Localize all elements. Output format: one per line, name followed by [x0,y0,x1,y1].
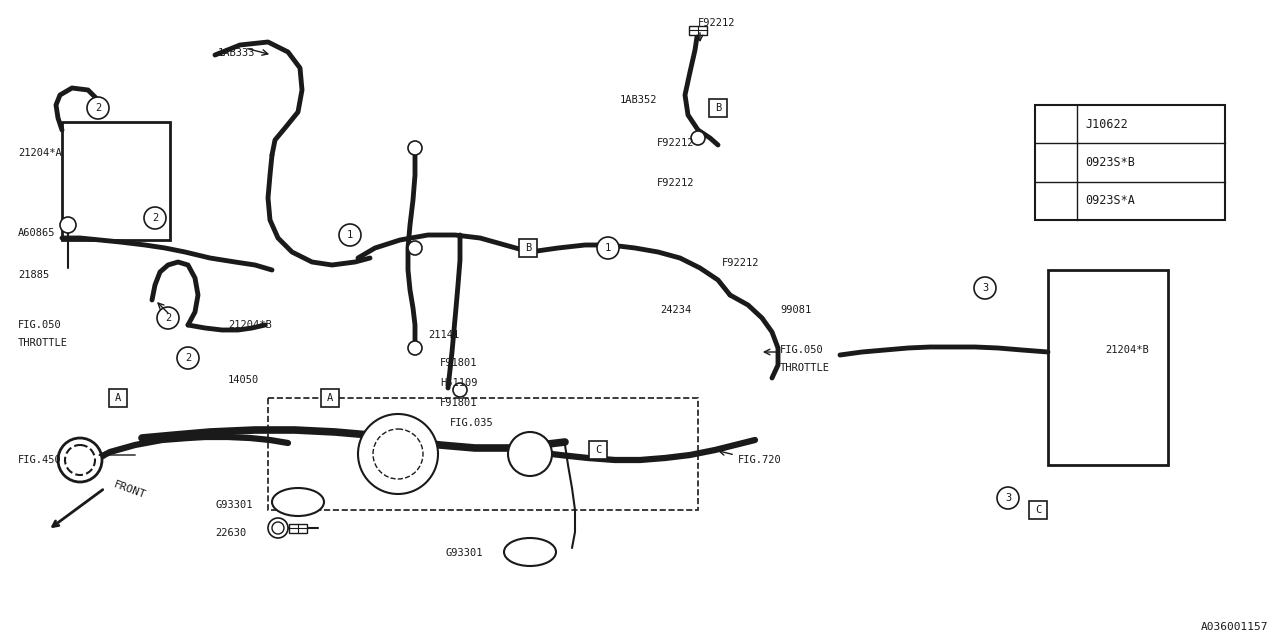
Text: FIG.450: FIG.450 [18,455,61,465]
Circle shape [453,383,467,397]
Circle shape [408,341,422,355]
Text: C: C [595,445,602,455]
Text: F92212: F92212 [722,258,759,268]
Circle shape [157,307,179,329]
Circle shape [177,347,198,369]
Text: 22630: 22630 [215,528,246,538]
Text: 3: 3 [1052,196,1060,206]
Circle shape [997,487,1019,509]
Ellipse shape [273,488,324,516]
Text: 2: 2 [95,103,101,113]
Circle shape [408,141,422,155]
Text: 2: 2 [184,353,191,363]
Text: 1AB352: 1AB352 [620,95,658,105]
Text: 24234: 24234 [660,305,691,315]
Text: F91801: F91801 [440,358,477,368]
Circle shape [974,277,996,299]
Bar [1036,105,1225,220]
Bar [589,441,607,459]
Text: A60865: A60865 [18,228,55,238]
Text: 1: 1 [1052,119,1060,129]
Text: FIG.050: FIG.050 [780,345,824,355]
Text: B: B [525,243,531,253]
Text: 99081: 99081 [780,305,812,315]
Circle shape [596,237,620,259]
Text: 1: 1 [347,230,353,240]
Text: THROTTLE: THROTTLE [18,338,68,348]
Circle shape [58,438,102,482]
Circle shape [1044,189,1068,213]
Text: 21141: 21141 [428,330,460,340]
Bar [689,26,707,35]
Circle shape [60,217,76,233]
Circle shape [691,131,705,145]
Text: FIG.050: FIG.050 [18,320,61,330]
Bar [1029,501,1047,519]
Text: A: A [115,393,122,403]
Text: G93301: G93301 [215,500,252,510]
Text: 3: 3 [982,283,988,293]
Text: C: C [1034,505,1041,515]
Bar [109,389,127,407]
Circle shape [602,241,614,255]
Circle shape [508,432,552,476]
Text: 2: 2 [152,213,159,223]
Circle shape [1044,150,1068,175]
Text: 0923S*B: 0923S*B [1085,156,1135,169]
Text: 2: 2 [165,313,172,323]
Text: 2: 2 [1052,157,1060,168]
Bar [709,99,727,117]
Circle shape [339,224,361,246]
Text: J10622: J10622 [1085,118,1128,131]
Text: 0923S*A: 0923S*A [1085,195,1135,207]
Text: A036001157: A036001157 [1201,622,1268,632]
Text: G93301: G93301 [445,548,483,558]
Text: A: A [326,393,333,403]
Text: 1: 1 [605,243,611,253]
Text: 21885: 21885 [18,270,49,280]
Text: B: B [714,103,721,113]
Bar [289,524,307,532]
Text: F92212: F92212 [698,18,736,28]
Text: 3: 3 [1005,493,1011,503]
Text: H61109: H61109 [440,378,477,388]
Text: F92212: F92212 [657,178,695,188]
Circle shape [268,518,288,538]
Bar [518,239,538,257]
Text: F92212: F92212 [657,138,695,148]
Text: 14050: 14050 [228,375,260,385]
Text: F91801: F91801 [440,398,477,408]
Circle shape [358,414,438,494]
Text: THROTTLE: THROTTLE [780,363,829,373]
Text: 21204*B: 21204*B [1105,345,1148,355]
Text: FRONT: FRONT [113,479,147,500]
Text: 21204*A: 21204*A [18,148,61,158]
Ellipse shape [504,538,556,566]
Bar [61,122,170,240]
Bar [321,389,339,407]
Text: 21204*B: 21204*B [228,320,271,330]
Circle shape [1044,112,1068,136]
Bar [268,398,698,510]
Text: 1AB333: 1AB333 [218,48,256,58]
Bar [1048,270,1169,465]
Circle shape [143,207,166,229]
Circle shape [408,241,422,255]
Circle shape [87,97,109,119]
Text: FIG.720: FIG.720 [739,455,782,465]
Text: FIG.035: FIG.035 [451,418,494,428]
